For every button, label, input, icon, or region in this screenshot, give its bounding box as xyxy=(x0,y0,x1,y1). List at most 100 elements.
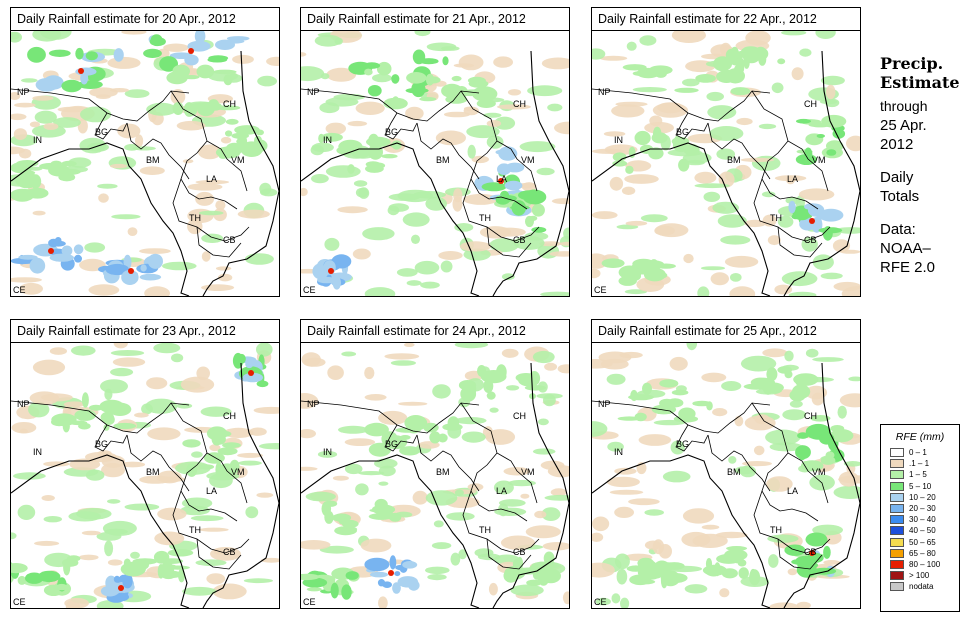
region-label: IN xyxy=(33,135,42,145)
rain-field xyxy=(301,343,569,608)
region-label: NP xyxy=(307,87,320,97)
rainfall-map: NP CH IN BG BM VM LA TH CB CE xyxy=(301,31,569,296)
legend-item: 30 – 40 xyxy=(881,514,959,525)
legend-swatch xyxy=(890,515,904,525)
region-label: CH xyxy=(513,99,526,109)
region-label: NP xyxy=(598,399,611,409)
rainfall-map: NP CH IN BG BM VM LA TH CB CE xyxy=(592,31,860,296)
legend-item: 65 – 80 xyxy=(881,548,959,559)
legend-item: 50 – 65 xyxy=(881,537,959,548)
legend-swatch xyxy=(890,492,904,502)
country-border xyxy=(753,490,831,554)
region-label: VM xyxy=(812,155,826,165)
legend-label: 1 – 5 xyxy=(909,470,927,480)
country-border xyxy=(675,112,709,140)
coastline xyxy=(592,142,771,296)
region-label: TH xyxy=(189,525,201,535)
region-label: BG xyxy=(676,439,690,449)
region-label: IN xyxy=(323,135,332,145)
region-label: VM xyxy=(231,467,245,477)
region-label: TH xyxy=(479,525,491,535)
map-canvas xyxy=(592,343,860,608)
country-border xyxy=(707,434,771,492)
region-label: VM xyxy=(812,467,826,477)
region-label: CE xyxy=(594,597,607,607)
legend-label: 40 – 50 xyxy=(909,526,936,536)
panel-title: Daily Rainfall estimate for 24 Apr., 201… xyxy=(301,320,569,343)
coastline xyxy=(11,454,190,608)
map-canvas xyxy=(301,31,569,296)
caption-data: Data: xyxy=(880,221,916,238)
country-border xyxy=(172,178,250,242)
country-border xyxy=(196,538,242,570)
legend-item: 80 – 100 xyxy=(881,559,959,570)
country-border xyxy=(761,140,819,210)
coastline xyxy=(202,50,279,296)
coastline xyxy=(592,454,771,608)
legend-swatch xyxy=(890,559,904,569)
country-border xyxy=(486,226,532,258)
region-label: LA xyxy=(787,174,799,184)
panel-title: Daily Rainfall estimate for 23 Apr., 201… xyxy=(11,320,279,343)
map-panel-apr22: Daily Rainfall estimate for 22 Apr., 201… xyxy=(591,7,861,297)
legend-label: 10 – 20 xyxy=(909,492,936,502)
country-border xyxy=(126,122,190,180)
region-label: CE xyxy=(303,285,316,295)
panel-title: Daily Rainfall estimate for 20 Apr., 201… xyxy=(11,8,279,31)
country-border xyxy=(170,402,248,504)
legend-label: 80 – 100 xyxy=(909,559,941,569)
country-border xyxy=(707,122,771,180)
region-label: NP xyxy=(598,87,611,97)
region-label: VM xyxy=(231,155,245,165)
caption-version: RFE 2.0 xyxy=(880,259,936,276)
region-label: CE xyxy=(13,597,26,607)
country-border xyxy=(592,88,771,122)
region-label: LA xyxy=(206,486,218,496)
coastline xyxy=(301,142,480,296)
country-border xyxy=(777,538,823,570)
map-panel-apr24: Daily Rainfall estimate for 24 Apr., 201… xyxy=(300,319,570,609)
region-label: CB xyxy=(513,547,526,557)
legend-item: nodata xyxy=(881,581,959,592)
region-label: BM xyxy=(727,155,741,165)
side-caption: Precip. Estimate through 25 Apr. 2012 Da… xyxy=(880,54,960,277)
region-label: IN xyxy=(614,447,623,457)
country-border xyxy=(486,538,532,570)
rain-field xyxy=(301,31,569,296)
region-label: BM xyxy=(146,467,160,477)
region-label: BM xyxy=(727,467,741,477)
region-label: CH xyxy=(804,99,817,109)
map-panel-apr23: Daily Rainfall estimate for 23 Apr., 201… xyxy=(10,319,280,609)
country-border xyxy=(753,178,831,242)
country-border xyxy=(172,490,250,554)
legend-label: 50 – 65 xyxy=(909,537,936,547)
region-label: VM xyxy=(521,467,535,477)
legend-swatch xyxy=(890,582,904,592)
country-border xyxy=(94,424,128,452)
legend-label: 5 – 10 xyxy=(909,481,932,491)
region-label: IN xyxy=(33,447,42,457)
region-label: VM xyxy=(521,155,535,165)
country-border xyxy=(301,400,480,434)
country-border xyxy=(470,452,528,522)
caption-through: through xyxy=(880,98,928,114)
legend-label: nodata xyxy=(909,582,934,592)
legend-label: > 100 xyxy=(909,571,930,581)
country-border xyxy=(592,400,771,434)
region-label: CH xyxy=(223,99,236,109)
country-border xyxy=(126,434,190,492)
country-border xyxy=(196,226,242,258)
country-border xyxy=(180,452,238,522)
legend-item: 40 – 50 xyxy=(881,525,959,536)
coastline xyxy=(492,50,569,296)
legend-swatch xyxy=(890,548,904,558)
country-border xyxy=(751,90,829,192)
region-label: BG xyxy=(385,439,399,449)
country-border xyxy=(675,424,709,452)
region-label: NP xyxy=(17,399,30,409)
caption-title-line1: Precip. xyxy=(880,54,944,73)
country-border xyxy=(462,490,540,554)
region-label: BG xyxy=(95,127,109,137)
country-border xyxy=(416,122,480,180)
